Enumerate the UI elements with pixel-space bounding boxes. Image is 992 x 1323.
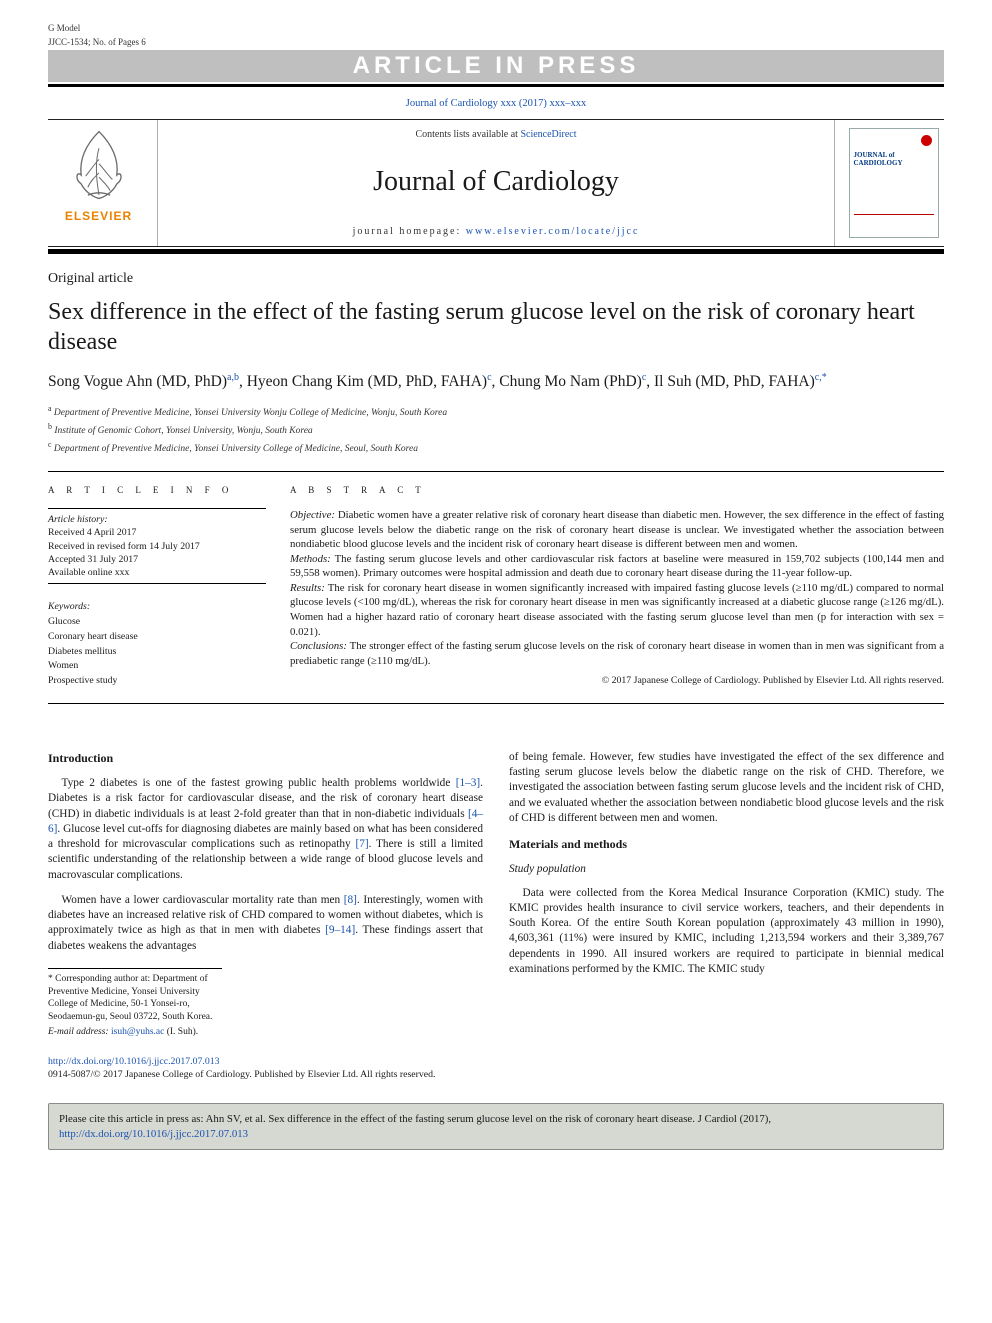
ref-link[interactable]: [9–14] xyxy=(325,924,355,936)
running-head-link[interactable]: Journal of Cardiology xxx (2017) xxx–xxx xyxy=(406,98,587,109)
corr-email-line: E-mail address: isuh@yuhs.ac (I. Suh). xyxy=(48,1026,222,1039)
col-left: Introduction Type 2 diabetes is one of t… xyxy=(48,750,483,1041)
keywords-list: Glucose Coronary heart disease Diabetes … xyxy=(48,615,266,688)
abstract-heading: A B S T R A C T xyxy=(290,484,944,496)
issn-line: 0914-5087/© 2017 Japanese College of Car… xyxy=(48,1068,944,1081)
in-press-banner: ARTICLE IN PRESS xyxy=(48,50,944,82)
journal-cover-thumb: JOURNAL of CARDIOLOGY xyxy=(849,128,939,238)
abstract-methods: Methods: The fasting serum glucose level… xyxy=(290,552,944,581)
cite-text: Please cite this article in press as: Ah… xyxy=(59,1113,771,1125)
introduction-heading: Introduction xyxy=(48,750,483,766)
cover-rule xyxy=(854,214,934,215)
history-received: Received 4 April 2017 xyxy=(48,526,266,539)
affiliations: a Department of Preventive Medicine, Yon… xyxy=(48,403,944,457)
affiliation-a: a Department of Preventive Medicine, Yon… xyxy=(48,403,944,421)
article-info-heading: A R T I C L E I N F O xyxy=(48,484,266,496)
g-model-line1: G Model xyxy=(48,22,944,34)
rule-top xyxy=(48,84,944,87)
authors: Song Vogue Ahn (MD, PhD)a,b, Hyeon Chang… xyxy=(48,371,944,393)
ref-link[interactable]: [8] xyxy=(344,894,357,906)
keyword: Prospective study xyxy=(48,674,266,689)
cite-box: Please cite this article in press as: Ah… xyxy=(48,1103,944,1150)
keyword: Women xyxy=(48,659,266,674)
doi-link[interactable]: http://dx.doi.org/10.1016/j.jjcc.2017.07… xyxy=(48,1056,220,1067)
keyword: Diabetes mellitus xyxy=(48,645,266,660)
email-link[interactable]: isuh@yuhs.ac xyxy=(111,1027,164,1037)
article-history: Article history: Received 4 April 2017 R… xyxy=(48,508,266,584)
homepage-prefix: journal homepage: xyxy=(353,226,466,237)
abstract-conclusions: Conclusions: The stronger effect of the … xyxy=(290,639,944,668)
intro-p1: Type 2 diabetes is one of the fastest gr… xyxy=(48,776,483,883)
elsevier-tree-icon xyxy=(64,126,134,204)
doi-line: http://dx.doi.org/10.1016/j.jjcc.2017.07… xyxy=(48,1055,944,1068)
homepage-line: journal homepage: www.elsevier.com/locat… xyxy=(168,225,824,239)
cover-journal-name: JOURNAL of CARDIOLOGY xyxy=(854,151,938,167)
corresponding-footnote: * Corresponding author at: Department of… xyxy=(48,968,222,1039)
page: G Model JJCC-1534; No. of Pages 6 ARTICL… xyxy=(0,0,992,1190)
col2-continuation: of being female. However, few studies ha… xyxy=(509,750,944,826)
masthead-center: Contents lists available at ScienceDirec… xyxy=(158,120,834,246)
affiliation-c: c Department of Preventive Medicine, Yon… xyxy=(48,439,944,457)
materials-methods-heading: Materials and methods xyxy=(509,836,944,852)
history-label: Article history: xyxy=(48,514,108,525)
email-tail: (I. Suh). xyxy=(164,1027,198,1037)
abstract-col: A B S T R A C T Objective: Diabetic wome… xyxy=(290,484,944,689)
keyword: Coronary heart disease xyxy=(48,630,266,645)
abstract-copyright: © 2017 Japanese College of Cardiology. P… xyxy=(290,674,944,687)
article-info-col: A R T I C L E I N F O Article history: R… xyxy=(48,484,266,689)
g-model-line2: JJCC-1534; No. of Pages 6 xyxy=(48,36,944,48)
intro-p2: Women have a lower cardiovascular mortal… xyxy=(48,893,483,954)
study-population-p: Data were collected from the Korea Medic… xyxy=(509,886,944,978)
journal-cover-block: JOURNAL of CARDIOLOGY xyxy=(834,120,944,246)
abstract-objective: Objective: Diabetic women have a greater… xyxy=(290,508,944,552)
article-type: Original article xyxy=(48,270,944,289)
publisher-brand: ELSEVIER xyxy=(65,208,132,224)
abstract-results: Results: The risk for coronary heart dis… xyxy=(290,581,944,639)
history-accepted: Accepted 31 July 2017 xyxy=(48,553,266,566)
keywords-label: Keywords: xyxy=(48,600,266,613)
study-population-heading: Study population xyxy=(509,862,944,877)
sciencedirect-link[interactable]: ScienceDirect xyxy=(520,129,576,140)
history-revised: Received in revised form 14 July 2017 xyxy=(48,540,266,553)
article-title: Sex difference in the effect of the fast… xyxy=(48,297,944,357)
body-columns: Introduction Type 2 diabetes is one of t… xyxy=(48,750,944,1041)
col-right: of being female. However, few studies ha… xyxy=(509,750,944,1041)
cite-doi-link[interactable]: http://dx.doi.org/10.1016/j.jjcc.2017.07… xyxy=(59,1128,248,1140)
email-label: E-mail address: xyxy=(48,1027,111,1037)
keyword: Glucose xyxy=(48,615,266,630)
corr-text: * Corresponding author at: Department of… xyxy=(48,973,222,1024)
journal-title: Journal of Cardiology xyxy=(168,163,824,201)
cover-tab-icon xyxy=(919,133,934,148)
history-online: Available online xxx xyxy=(48,566,266,579)
ref-link[interactable]: [1–3] xyxy=(456,777,480,789)
running-head: Journal of Cardiology xxx (2017) xxx–xxx xyxy=(48,97,944,111)
contents-line: Contents lists available at ScienceDirec… xyxy=(168,128,824,142)
info-abstract-wrap: A R T I C L E I N F O Article history: R… xyxy=(48,471,944,704)
homepage-link[interactable]: www.elsevier.com/locate/jjcc xyxy=(466,226,640,237)
rule-thick xyxy=(48,249,944,254)
ref-link[interactable]: [7] xyxy=(355,838,368,850)
publisher-logo-block: ELSEVIER xyxy=(48,120,158,246)
affiliation-b: b Institute of Genomic Cohort, Yonsei Un… xyxy=(48,421,944,439)
contents-prefix: Contents lists available at xyxy=(415,129,520,140)
masthead: ELSEVIER Contents lists available at Sci… xyxy=(48,119,944,247)
